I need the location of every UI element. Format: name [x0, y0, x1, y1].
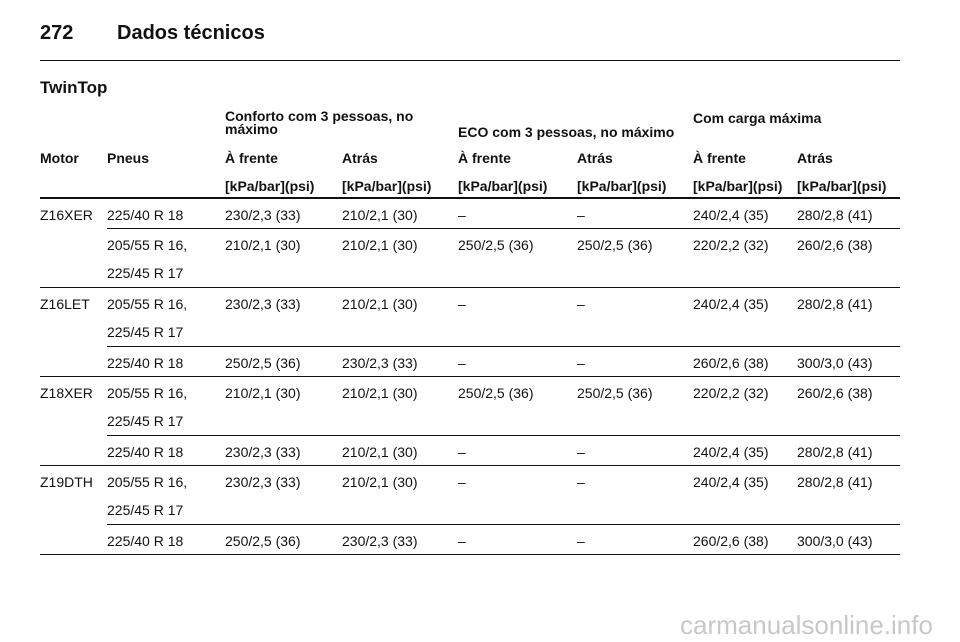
pressure: 240/2,4 (35) — [693, 296, 769, 312]
group-header: Com carga máxima — [693, 110, 822, 126]
pressure: 220/2,2 (32) — [693, 237, 769, 253]
pressure: – — [458, 296, 466, 312]
tyre-size: 225/40 R 18 — [107, 355, 184, 371]
pressure: – — [577, 207, 585, 223]
pressure: 260/2,6 (38) — [693, 355, 769, 371]
pressure: 280/2,8 (41) — [797, 296, 873, 312]
pressure: 230/2,3 (33) — [225, 207, 301, 223]
column-header: Atrás — [342, 150, 378, 166]
pressure: 280/2,8 (41) — [797, 444, 873, 460]
pressure: 220/2,2 (32) — [693, 385, 769, 401]
pressure: – — [577, 355, 585, 371]
header-rule — [40, 197, 900, 199]
pressure: 260/2,6 (38) — [797, 237, 873, 253]
row-rule — [40, 465, 900, 466]
row-rule — [107, 346, 900, 347]
pressure: 230/2,3 (33) — [225, 296, 301, 312]
pressure: 300/3,0 (43) — [797, 533, 873, 549]
pressure: 250/2,5 (36) — [458, 237, 534, 253]
motor: Z19DTH — [40, 474, 93, 490]
pressure: 260/2,6 (38) — [797, 385, 873, 401]
tyre-size: 225/40 R 18 — [107, 444, 184, 460]
pressure: 210/2,1 (30) — [342, 207, 418, 223]
pressure: – — [577, 444, 585, 460]
pressure: – — [577, 533, 585, 549]
pressure: 260/2,6 (38) — [693, 533, 769, 549]
group-header: Conforto com 3 pessoas, no máximo — [225, 108, 414, 137]
pressure: 250/2,5 (36) — [577, 237, 653, 253]
pressure: 230/2,3 (33) — [225, 474, 301, 490]
pressure: – — [458, 533, 466, 549]
pressure: 210/2,1 (30) — [342, 296, 418, 312]
pressure: – — [458, 474, 466, 490]
pressure: 230/2,3 (33) — [225, 444, 301, 460]
pressure: 240/2,4 (35) — [693, 207, 769, 223]
unit-header: [kPa/bar](psi) — [225, 178, 315, 194]
tyre-size: 225/45 R 17 — [107, 502, 184, 518]
pressure: 210/2,1 (30) — [342, 444, 418, 460]
pressure: 210/2,1 (30) — [342, 385, 418, 401]
column-header: Motor — [40, 150, 79, 166]
unit-header: [kPa/bar](psi) — [577, 178, 667, 194]
pressure: 280/2,8 (41) — [797, 207, 873, 223]
pressure: 210/2,1 (30) — [342, 237, 418, 253]
pressure: – — [458, 355, 466, 371]
column-header: À frente — [225, 150, 278, 166]
pressure: – — [577, 296, 585, 312]
unit-header: [kPa/bar](psi) — [693, 178, 783, 194]
pressure: 280/2,8 (41) — [797, 474, 873, 490]
pressure: 230/2,3 (33) — [342, 355, 418, 371]
tyre-size: 205/55 R 16, — [107, 385, 188, 401]
column-header: Atrás — [577, 150, 613, 166]
column-header: À frente — [458, 150, 511, 166]
row-rule — [40, 287, 900, 288]
unit-header: [kPa/bar](psi) — [342, 178, 432, 194]
pressure: – — [458, 207, 466, 223]
tyre-size: 225/45 R 17 — [107, 324, 184, 340]
pressure: 250/2,5 (36) — [225, 355, 301, 371]
header-rule — [40, 60, 900, 61]
section-title: TwinTop — [40, 78, 108, 97]
pressure: 240/2,4 (35) — [693, 444, 769, 460]
row-rule — [107, 435, 900, 436]
motor: Z16XER — [40, 207, 93, 223]
pressure: 210/2,1 (30) — [225, 237, 301, 253]
tyre-size: 205/55 R 16, — [107, 296, 188, 312]
column-header: À frente — [693, 150, 746, 166]
row-rule — [40, 554, 900, 555]
tyre-size: 225/40 R 18 — [107, 207, 184, 223]
tyre-size: 205/55 R 16, — [107, 474, 188, 490]
page-title: Dados técnicos — [117, 22, 265, 44]
motor: Z18XER — [40, 385, 93, 401]
row-rule — [107, 524, 900, 525]
pressure: 300/3,0 (43) — [797, 355, 873, 371]
pressure: 210/2,1 (30) — [342, 474, 418, 490]
pressure: 210/2,1 (30) — [225, 385, 301, 401]
unit-header: [kPa/bar](psi) — [797, 178, 887, 194]
tyre-size: 225/45 R 17 — [107, 265, 184, 281]
tyre-size: 225/40 R 18 — [107, 533, 184, 549]
row-rule — [107, 228, 900, 229]
tyre-size: 205/55 R 16, — [107, 237, 188, 253]
pressure: 230/2,3 (33) — [342, 533, 418, 549]
pressure: 250/2,5 (36) — [577, 385, 653, 401]
watermark: carmanualsonline.info — [680, 610, 933, 640]
tyre-size: 225/45 R 17 — [107, 413, 184, 429]
pressure: – — [577, 474, 585, 490]
row-rule — [40, 376, 900, 377]
group-header: ECO com 3 pessoas, no máximo — [458, 124, 675, 140]
column-header: Pneus — [107, 150, 150, 166]
unit-header: [kPa/bar](psi) — [458, 178, 548, 194]
column-header: Atrás — [797, 150, 833, 166]
pressure: 250/2,5 (36) — [225, 533, 301, 549]
pressure: 240/2,4 (35) — [693, 474, 769, 490]
page-number: 272 — [40, 22, 74, 44]
pressure: 250/2,5 (36) — [458, 385, 534, 401]
pressure: – — [458, 444, 466, 460]
motor: Z16LET — [40, 296, 90, 312]
